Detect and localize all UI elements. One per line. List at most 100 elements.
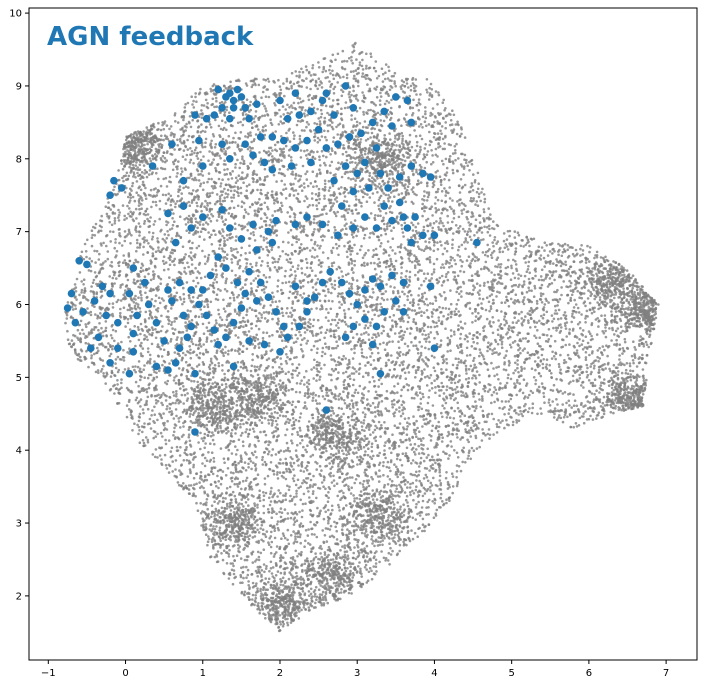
background-point: [503, 426, 506, 430]
background-point: [487, 428, 491, 431]
background-point: [393, 411, 397, 414]
background-point: [470, 259, 474, 263]
background-point: [279, 449, 283, 453]
background-point: [568, 404, 571, 407]
background-point: [242, 366, 245, 370]
background-point: [560, 286, 563, 289]
background-point: [363, 566, 367, 569]
background-point: [182, 425, 185, 428]
background-point: [454, 149, 457, 152]
background-point: [571, 374, 575, 378]
background-point: [257, 83, 261, 87]
background-point: [352, 125, 355, 129]
background-point: [270, 572, 274, 575]
background-point: [437, 385, 441, 389]
background-point: [392, 494, 395, 497]
background-point: [509, 377, 513, 381]
background-point: [437, 362, 440, 366]
background-point: [170, 307, 173, 310]
background-point: [634, 348, 637, 351]
background-point: [445, 361, 449, 365]
background-point: [568, 328, 571, 331]
background-point: [269, 304, 273, 307]
background-point: [223, 288, 227, 291]
background-point: [142, 411, 145, 415]
background-point: [145, 239, 149, 242]
background-point: [444, 401, 448, 405]
background-point: [345, 453, 348, 457]
background-point: [311, 246, 315, 250]
background-point: [347, 485, 350, 488]
background-point: [338, 392, 342, 396]
background-point: [454, 151, 457, 155]
background-point: [212, 281, 215, 285]
background-point: [161, 363, 164, 367]
background-point: [133, 422, 136, 426]
background-point: [427, 523, 431, 526]
background-point: [374, 214, 377, 217]
background-point: [296, 459, 299, 463]
background-point: [445, 240, 449, 243]
background-point: [630, 354, 634, 358]
background-point: [314, 399, 318, 402]
background-point: [504, 266, 508, 270]
background-point: [109, 230, 112, 233]
background-point: [345, 280, 349, 284]
background-point: [349, 548, 352, 551]
background-point: [519, 274, 523, 278]
background-point: [221, 234, 224, 238]
background-point: [259, 188, 263, 192]
background-point: [237, 174, 241, 177]
background-point: [478, 289, 482, 292]
background-point: [558, 297, 562, 301]
background-point: [414, 134, 418, 138]
background-point: [247, 504, 250, 507]
background-point: [398, 549, 402, 553]
background-point: [507, 324, 511, 328]
background-point: [418, 263, 421, 267]
background-point: [98, 252, 101, 256]
background-point: [262, 273, 266, 277]
background-point: [285, 79, 289, 83]
background-point: [217, 312, 221, 316]
background-point: [198, 235, 201, 238]
background-point: [266, 175, 269, 178]
background-point: [310, 192, 314, 195]
background-point: [214, 297, 218, 301]
background-point: [329, 373, 333, 377]
background-point: [285, 441, 289, 445]
background-point: [284, 108, 288, 111]
background-point: [316, 107, 319, 111]
background-point: [91, 233, 94, 237]
background-point: [140, 341, 143, 345]
background-point: [372, 291, 375, 294]
background-point: [400, 192, 404, 195]
background-point: [375, 85, 379, 89]
background-point: [284, 372, 288, 376]
background-point: [548, 404, 552, 407]
background-point: [417, 408, 420, 412]
background-point: [251, 598, 254, 601]
background-point: [271, 155, 274, 158]
background-point: [479, 315, 483, 318]
background-point: [488, 234, 492, 237]
background-point: [173, 249, 177, 253]
background-point: [193, 255, 197, 259]
background-point: [552, 317, 556, 321]
background-point: [430, 381, 434, 385]
background-point: [297, 101, 300, 105]
background-point: [455, 470, 459, 473]
background-point: [378, 103, 382, 107]
background-point: [194, 266, 197, 270]
background-point: [184, 353, 187, 357]
background-point: [401, 353, 405, 356]
background-point: [93, 352, 96, 356]
background-point: [278, 471, 282, 474]
background-point: [94, 313, 97, 316]
background-point: [111, 276, 115, 280]
background-point: [441, 252, 445, 256]
background-point: [225, 257, 229, 261]
background-point: [596, 349, 600, 352]
background-point: [219, 156, 222, 160]
background-point: [316, 141, 320, 144]
